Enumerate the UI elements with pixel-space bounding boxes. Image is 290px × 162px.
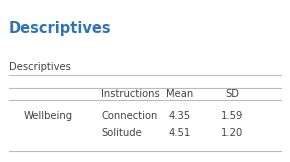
Text: Instructions: Instructions xyxy=(102,89,160,99)
Text: SD: SD xyxy=(225,89,239,99)
Text: 4.51: 4.51 xyxy=(169,128,191,138)
Text: Wellbeing: Wellbeing xyxy=(23,111,72,121)
Text: Solitude: Solitude xyxy=(102,128,142,138)
Text: Mean: Mean xyxy=(166,89,193,99)
Text: 1.20: 1.20 xyxy=(221,128,243,138)
Text: Connection: Connection xyxy=(102,111,158,121)
Text: 4.35: 4.35 xyxy=(169,111,191,121)
Text: Descriptives: Descriptives xyxy=(9,21,111,36)
Text: Descriptives: Descriptives xyxy=(9,62,70,72)
Text: 1.59: 1.59 xyxy=(221,111,243,121)
